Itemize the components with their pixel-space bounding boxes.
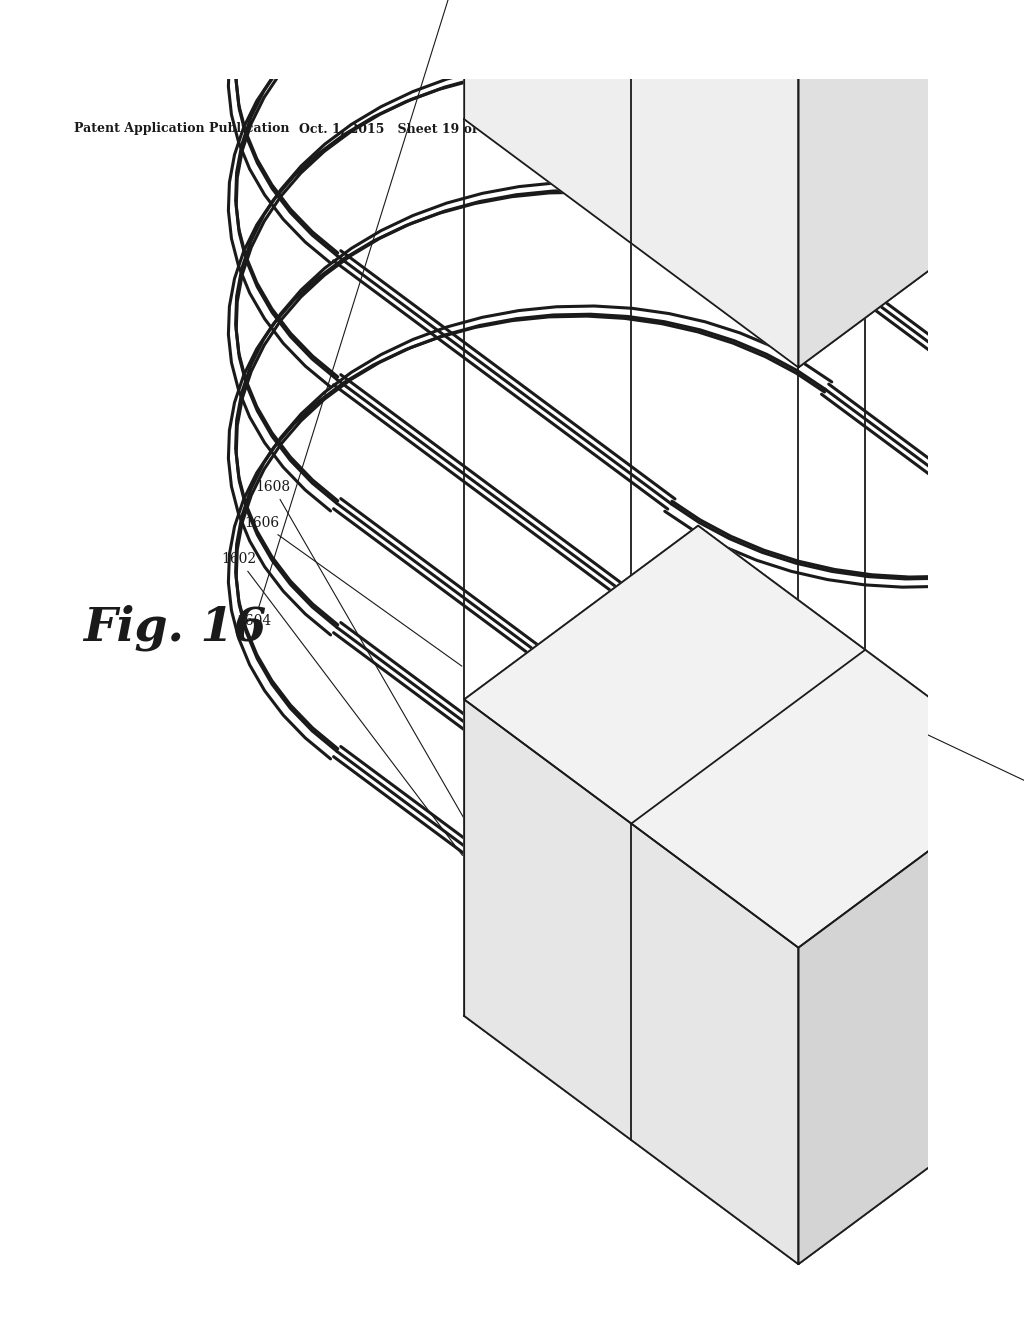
Polygon shape: [799, 774, 1024, 1265]
Polygon shape: [464, 700, 799, 1265]
Polygon shape: [799, 0, 1024, 367]
Polygon shape: [464, 0, 1024, 51]
Text: 1604: 1604: [237, 0, 454, 628]
Text: Oct. 1, 2015   Sheet 19 of 46: Oct. 1, 2015 Sheet 19 of 46: [299, 123, 499, 136]
Text: 1606: 1606: [245, 516, 462, 667]
Polygon shape: [464, 0, 799, 367]
Text: 1608: 1608: [255, 480, 630, 1106]
Text: Fig. 16: Fig. 16: [84, 605, 267, 651]
Polygon shape: [799, 774, 1024, 1265]
Text: US 2015/0280456 A1: US 2015/0280456 A1: [697, 123, 845, 136]
Text: 1602: 1602: [221, 552, 463, 855]
Polygon shape: [464, 525, 1024, 948]
Polygon shape: [464, 525, 1024, 948]
Text: 1610: 1610: [628, 594, 1024, 788]
Polygon shape: [464, 700, 799, 1265]
Text: Patent Application Publication: Patent Application Publication: [75, 123, 290, 136]
